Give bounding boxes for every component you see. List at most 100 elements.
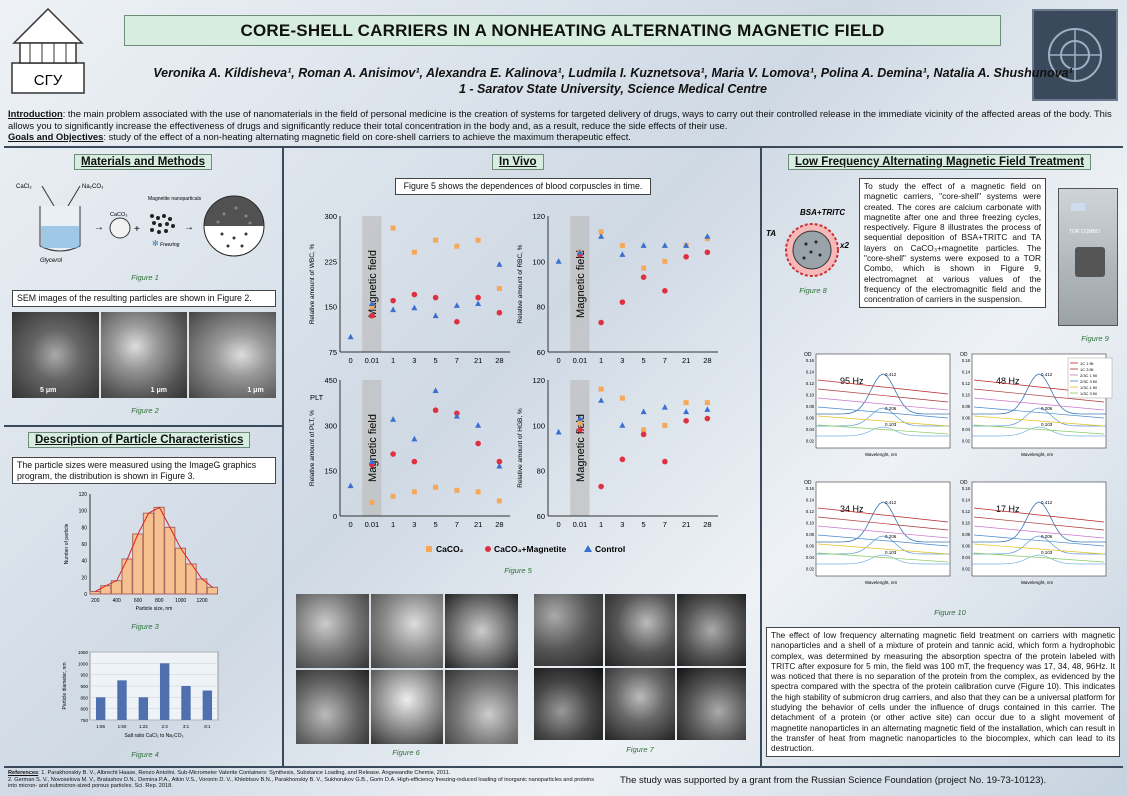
y-tick-label: 0.10 [806, 393, 815, 398]
series-line [973, 424, 1105, 435]
sem-image [445, 670, 518, 744]
point-control [411, 435, 418, 442]
x-tick-label: 800 [155, 598, 164, 604]
figure3-histogram: 0 20 40 60 80 100 120 200 400 600 800 1000 1200 Parti… [64, 492, 218, 612]
x-tick-label: 0 [349, 356, 353, 365]
point-control [368, 458, 375, 464]
series-line [973, 534, 1105, 547]
point-caco2 [411, 249, 417, 255]
series-line [817, 424, 949, 435]
y-tick-label: 300 [324, 421, 337, 430]
series-line [817, 516, 949, 531]
y-tick-label: 0.12 [962, 509, 971, 514]
histogram-bar [142, 512, 155, 595]
y-tick-label: 20 [81, 575, 87, 581]
x-tick-label: 1:22 [139, 724, 148, 729]
point-caco2 [369, 304, 375, 310]
peak-label: 0.412 [1041, 372, 1053, 377]
point-control [619, 422, 626, 428]
figure10-caption: Figure 10 [934, 608, 966, 617]
figure10-spectra: 0.16 0.14 0.12 0.10 0.08 0.06 0.04 0.02 OD 95 Hz W… [804, 352, 1113, 585]
peak-label: 0.412 [1041, 500, 1053, 505]
sem-image [370, 670, 444, 744]
device-panel [1075, 247, 1105, 277]
scatter-panel: Magnetic field 60 80 100 120 0 0.01 1 3 5 7 21 28 Rel… [517, 212, 718, 365]
frequency-label: 34 Hz [840, 504, 864, 514]
point-control [411, 304, 418, 311]
y-tick-label: 40 [81, 559, 87, 565]
cacl2-label: CaCl₂ [16, 184, 32, 190]
y-tick-label: 80 [537, 467, 545, 476]
y-tick-label: 120 [79, 492, 88, 498]
glycerol-label: Glycerol [40, 258, 63, 264]
y-tick-label: 100 [532, 421, 545, 430]
x-tick-label: 7 [455, 520, 459, 529]
y-tick-label: 225 [324, 257, 337, 266]
point-caco2 [598, 229, 604, 235]
y-axis-label: Number of particle [64, 523, 70, 564]
series-line [817, 397, 949, 411]
refs-label: References [8, 770, 39, 776]
spectrum-line [816, 373, 950, 415]
x-tick-label: 0 [557, 520, 561, 529]
peak-label: 0.412 [885, 500, 897, 505]
spectrum-line [816, 426, 950, 437]
sem-image [676, 594, 746, 666]
caco3-label: CaCO₃ [110, 212, 128, 218]
figure9-device: TOR COMBO [1058, 188, 1118, 326]
point-caco2 [475, 489, 481, 495]
y-tick-label: 120 [532, 212, 545, 221]
x-tick-label: 7 [663, 356, 667, 365]
y-tick-label: 950 [80, 673, 88, 678]
y-axis-label: Particle diameter, nm [62, 663, 68, 710]
spectrum-panel: 0.16 0.14 0.12 0.10 0.08 0.06 0.04 0.02 OD 17 Hz W… [960, 480, 1107, 585]
figure7-caption: Figure 7 [626, 745, 654, 754]
y-tick-label: 0.16 [806, 358, 815, 363]
freezing-label: Freezing [160, 242, 180, 248]
sem-image: 1 μm [100, 312, 188, 398]
divider [282, 148, 284, 766]
x-axis-label: Wavelenght, nm [865, 452, 898, 457]
point-caco2 [390, 225, 396, 231]
magnetic-field-label: Magnetic field [367, 414, 379, 482]
series-line [973, 397, 1105, 411]
frequency-label: 95 Hz [840, 376, 864, 386]
y-tick-label: 1050 [78, 650, 89, 655]
y-tick-label: 60 [537, 348, 545, 357]
legend-marker [584, 545, 592, 552]
x-axis-label: Wavelenght, nm [1021, 452, 1054, 457]
lf-description: To study the effect of a magnetic field … [859, 178, 1046, 308]
x-tick-label: 0.01 [365, 520, 380, 529]
spectrum-line [972, 426, 1106, 437]
point-control [390, 416, 397, 422]
point-caco3-magnetite [619, 299, 626, 305]
sem-image [370, 594, 444, 668]
legend-entry: 1C 3 fill [1080, 367, 1093, 372]
scale-bar: 1 μm [247, 387, 264, 394]
y-tick-label: 0.02 [806, 567, 815, 572]
plot-area [815, 353, 951, 449]
point-control [390, 306, 397, 313]
point-control [598, 397, 605, 403]
point-caco2 [496, 498, 502, 504]
x-tick-label: 1 [599, 356, 603, 365]
point-caco2 [411, 489, 417, 495]
divider [4, 766, 1123, 768]
y-tick-label: 0.06 [806, 544, 815, 549]
figure9-caption: Figure 9 [1081, 334, 1109, 343]
x-tick-label: 28 [703, 520, 711, 529]
peak-label: 0.103 [1041, 422, 1053, 427]
x-tick-label: 28 [703, 356, 711, 365]
x-tick-label: 21 [682, 356, 690, 365]
fit-curve [95, 506, 213, 592]
refs-text: : 1. Parakhonskiy B. V., Albrecht Haase,… [38, 770, 451, 776]
y-tick-label: 0.10 [962, 521, 971, 526]
od-label: OD [960, 352, 968, 358]
y-axis-label: Relative amount of HGB, % [517, 408, 524, 488]
sem-image: 1 μm [189, 312, 277, 398]
magnetic-field-band [570, 380, 590, 516]
spectrum-line [816, 535, 950, 555]
x-tick-label: 7 [663, 520, 667, 529]
point-control [619, 251, 626, 257]
synthesis-scheme: CaCl₂ Na₂CO₃ Glycerol → CaCO₃ + Magnetit… [16, 184, 265, 264]
